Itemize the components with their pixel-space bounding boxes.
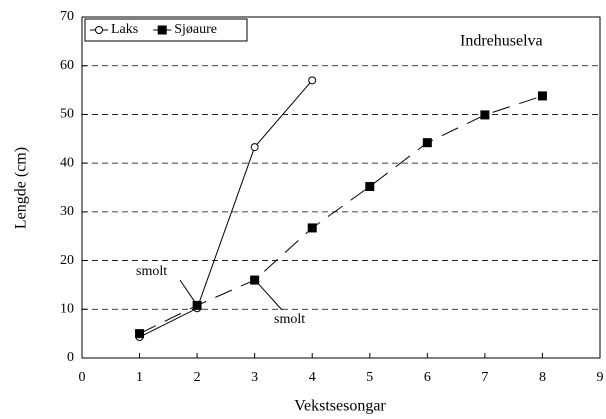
x-tick-label: 9 [597, 370, 604, 385]
plot-frame [81, 16, 601, 359]
y-axis-label: Lengde (cm) [13, 147, 30, 229]
data-point [480, 110, 490, 120]
x-tick-label: 7 [481, 370, 488, 385]
data-point [192, 300, 202, 310]
x-tick-label: 2 [194, 370, 201, 385]
x-tick-label: 4 [309, 370, 316, 385]
x-tick-label: 0 [79, 370, 86, 385]
y-tick-label: 70 [60, 9, 74, 24]
y-tick-label: 60 [60, 58, 74, 73]
x-axis-label: Vekstsesongar [294, 398, 386, 415]
y-tick-label: 0 [67, 350, 74, 365]
annotation-leader [179, 279, 196, 303]
data-point [307, 223, 317, 233]
x-tick-label: 5 [366, 370, 373, 385]
y-tick-label: 50 [60, 107, 74, 122]
legend-marker [157, 25, 167, 35]
legend-label: Sjøaure [174, 22, 217, 37]
x-tick-label: 8 [539, 370, 546, 385]
data-point [250, 275, 260, 285]
legend-label: Laks [111, 22, 138, 37]
data-point [135, 329, 145, 339]
annotation-leader [258, 283, 283, 311]
annotation: smolt [136, 264, 167, 279]
y-tick-label: 30 [60, 204, 74, 219]
y-tick-label: 40 [60, 155, 74, 170]
legend-marker [95, 26, 103, 34]
series-line [139, 80, 313, 338]
x-tick-label: 1 [136, 370, 143, 385]
data-point [250, 143, 259, 152]
data-point [365, 182, 375, 192]
y-tick-label: 20 [60, 253, 74, 268]
data-point [422, 138, 432, 148]
y-tick-label: 10 [60, 302, 74, 317]
data-point [308, 76, 317, 85]
x-tick-label: 3 [251, 370, 258, 385]
series-line [139, 95, 543, 335]
x-tick-label: 6 [424, 370, 431, 385]
annotation: smolt [274, 312, 305, 327]
annotation: Indrehuselva [460, 33, 543, 50]
data-point [537, 91, 547, 101]
